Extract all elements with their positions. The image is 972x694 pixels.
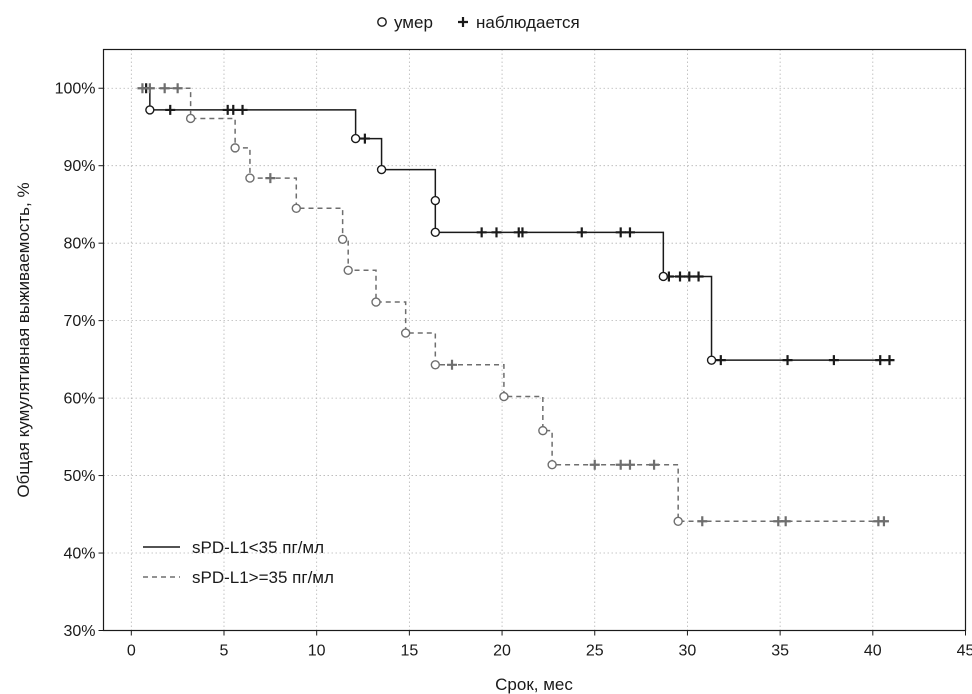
x-tick-label: 40 [864, 643, 882, 660]
event-marker [658, 271, 669, 282]
event-marker [673, 516, 683, 526]
event-marker [245, 173, 255, 183]
series-1-step-line [140, 87, 890, 361]
legend-observed-label: наблюдается [476, 13, 580, 32]
event-marker [430, 360, 441, 370]
censored-marker [624, 459, 635, 470]
event-marker [499, 391, 509, 402]
event-marker [145, 105, 155, 115]
event-marker [430, 195, 441, 206]
event-marker [706, 355, 717, 365]
censored-marker [491, 227, 502, 238]
event-marker [291, 203, 301, 214]
legend-series-2-label: sPD-L1>=35 пг/мл [192, 568, 334, 587]
legend-circle-icon [377, 17, 387, 27]
censored-marker [576, 227, 587, 238]
censored-marker [693, 271, 704, 282]
event-marker [400, 328, 411, 338]
x-tick-label: 15 [400, 643, 418, 660]
legend-series-1-label: sPD-L1<35 пг/мл [192, 538, 324, 557]
censored-marker [589, 459, 600, 470]
legend-plus-icon [458, 17, 468, 27]
censored-marker [144, 83, 155, 94]
censored-marker [782, 355, 793, 366]
event-marker [185, 113, 196, 124]
censored-marker [517, 227, 528, 238]
x-tick-label: 25 [586, 643, 604, 660]
series-2-step-line [140, 87, 884, 523]
censored-marker [172, 83, 183, 94]
x-tick-label: 30 [679, 643, 697, 660]
censored-marker [715, 355, 726, 366]
series-legend: sPD-L1<35 пг/мл sPD-L1>=35 пг/мл [143, 538, 334, 587]
y-tick-label: 100% [55, 81, 96, 98]
censored-marker [780, 516, 791, 527]
y-tick-label: 40% [63, 546, 95, 563]
censored-marker [649, 459, 660, 470]
event-marker [343, 265, 353, 275]
censored-marker [884, 355, 895, 366]
legend-died-label: умер [394, 13, 433, 32]
x-tick-label: 35 [771, 643, 789, 660]
event-marker [547, 460, 557, 470]
y-tick-label: 90% [63, 158, 95, 175]
y-tick-label: 60% [63, 391, 95, 408]
axis-ticks: 0 5 10 15 20 25 30 35 40 45 30% 40% 50% 60% 70% 80% 90% 1… [55, 81, 972, 660]
censored-marker [615, 459, 626, 470]
censored-marker [159, 83, 170, 94]
censored-marker [875, 355, 886, 366]
y-tick-label: 80% [63, 236, 95, 253]
event-marker [538, 425, 548, 436]
censored-marker [228, 104, 239, 115]
event-marker [376, 164, 387, 175]
censored-marker [624, 227, 635, 238]
plot-frame [102, 48, 967, 632]
series-group [137, 83, 895, 527]
censored-marker [359, 133, 370, 144]
y-tick-label: 30% [63, 623, 95, 640]
censored-marker [697, 516, 708, 527]
series-1 [140, 83, 895, 366]
censored-marker [675, 271, 686, 282]
y-tick-label: 50% [63, 468, 95, 485]
x-tick-label: 10 [308, 643, 326, 660]
x-axis-label: Срок, мес [495, 675, 573, 694]
censored-marker [828, 355, 839, 366]
event-marker [371, 297, 381, 307]
top-legend: умер наблюдается [377, 13, 580, 32]
event-marker [430, 227, 441, 238]
x-tick-label: 45 [957, 643, 972, 660]
censored-marker [447, 359, 458, 370]
censored-marker [476, 227, 487, 238]
series-2 [137, 83, 889, 527]
censored-marker [265, 173, 276, 184]
event-marker [350, 133, 361, 144]
event-marker [337, 234, 348, 244]
censored-marker [165, 104, 176, 115]
x-tick-label: 5 [220, 643, 229, 660]
censored-marker [615, 227, 626, 238]
x-tick-label: 20 [493, 643, 511, 660]
x-tick-label: 0 [127, 643, 136, 660]
y-tick-label: 70% [63, 313, 95, 330]
event-marker [230, 143, 240, 153]
censored-marker [237, 104, 248, 115]
y-axis-label: Общая кумулятивная выживаемость, % [14, 182, 33, 497]
censored-marker [878, 516, 889, 527]
censored-marker [684, 271, 695, 282]
